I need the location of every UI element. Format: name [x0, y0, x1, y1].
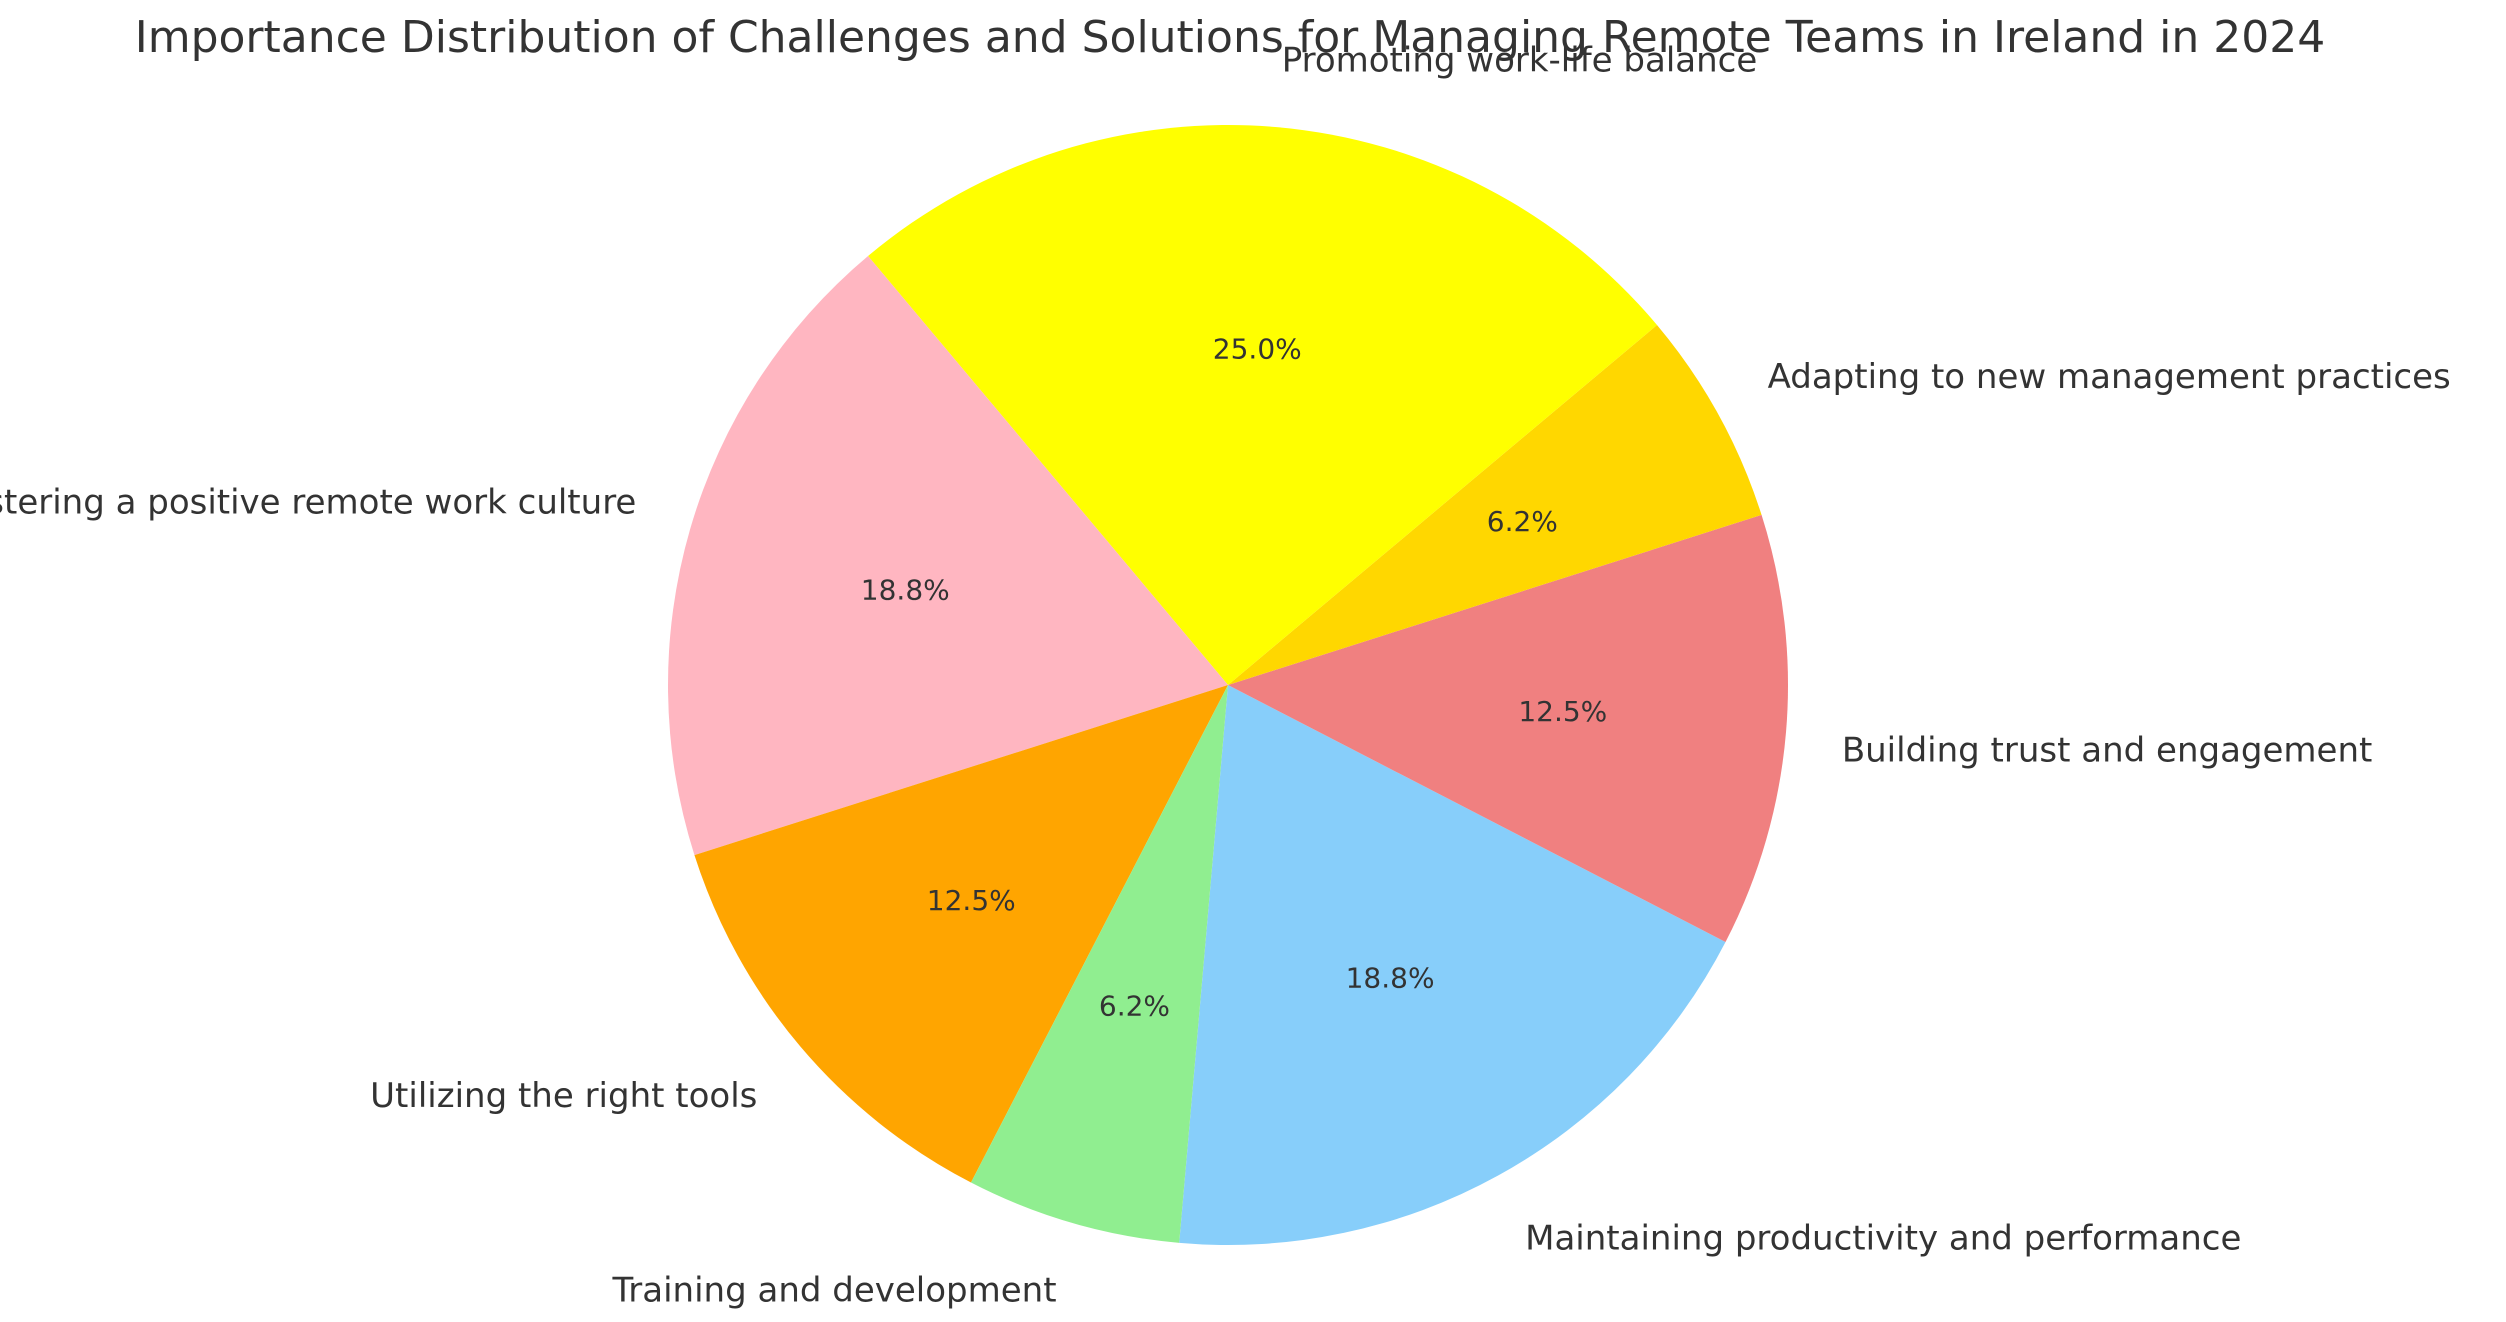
pie-slices [668, 124, 1788, 1246]
pie-slice-promoting-work-life-balance [868, 124, 1657, 685]
percent-label-maintaining-productivity-and-performance: 18.8% [1346, 961, 1435, 994]
percent-label-utilizing-the-right-tools: 12.5% [927, 884, 1016, 917]
pie-slice-fostering-a-positive-remote-work-culture [668, 256, 1228, 856]
category-label-building-trust-and-engagement: Building trust and engagement [1842, 731, 2373, 771]
category-label-promoting-work-life-balance: Promoting work-life balance [1282, 40, 1758, 80]
percent-label-promoting-work-life-balance: 25.0% [1213, 332, 1302, 365]
percent-label-fostering-a-positive-remote-work-culture: 18.8% [861, 573, 950, 606]
percent-labels: 18.8% 12.5% 6.2% 25.0% 18.8% 12.5% 6.2% [861, 332, 1607, 1022]
percent-label-adapting-to-new-management-practices: 6.2% [1487, 505, 1558, 538]
category-label-maintaining-productivity-and-performance: Maintaining productivity and performance [1525, 1218, 2241, 1258]
category-label-training-and-development: Training and development [612, 1270, 1057, 1310]
pie-slice-training-and-development [970, 685, 1228, 1243]
pie-slice-adapting-to-new-management-practices [1228, 325, 1762, 685]
percent-label-training-and-development: 6.2% [1099, 990, 1170, 1023]
category-label-fostering-a-positive-remote-work-culture: Fostering a positive remote work culture [0, 483, 636, 523]
pie-slice-building-trust-and-engagement [1228, 514, 1788, 943]
percent-label-building-trust-and-engagement: 12.5% [1518, 695, 1607, 728]
chart-title: Importance Distribution of Challenges an… [135, 12, 2326, 63]
category-label-adapting-to-new-management-practices: Adapting to new management practices [1768, 357, 2451, 397]
category-labels: Maintaining productivity and performance… [0, 40, 2451, 1310]
category-label-utilizing-the-right-tools: Utilizing the right tools [370, 1076, 757, 1116]
pie-slice-maintaining-productivity-and-performance [1179, 685, 1726, 1246]
pie-slice-utilizing-the-right-tools [694, 685, 1228, 1183]
